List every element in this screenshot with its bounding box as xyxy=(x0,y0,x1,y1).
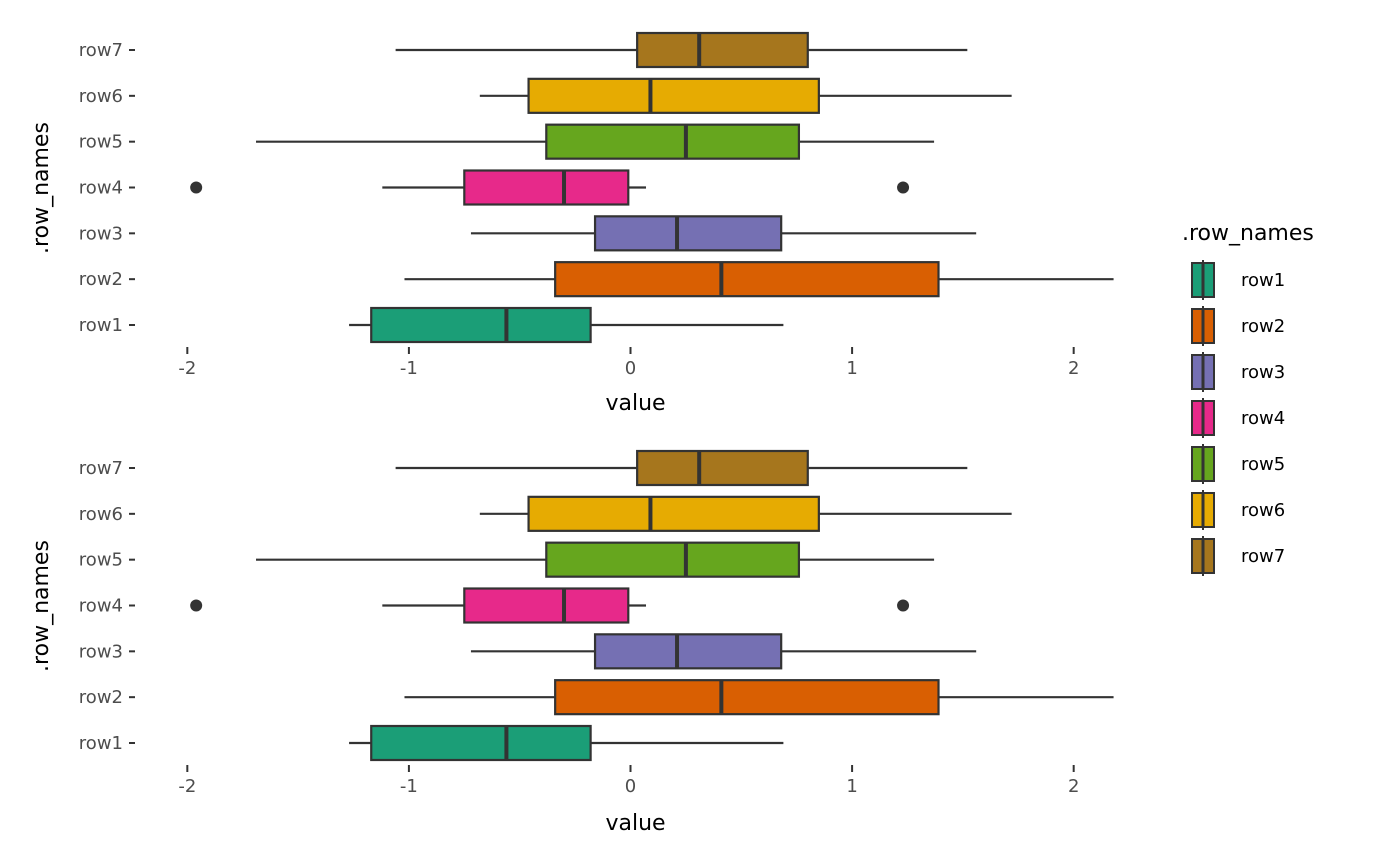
y-axis-title: .row_names xyxy=(29,540,54,672)
x-tick-label-0: 0 xyxy=(625,776,636,797)
x-tick-label--1: -1 xyxy=(400,776,418,797)
x-tick-label--2: -2 xyxy=(178,776,196,797)
legend: .row_names row1 row2 row3 row4 row5 row6 row7 xyxy=(1182,221,1314,576)
box-iqr-row7 xyxy=(636,449,809,487)
legend-label-row6: row6 xyxy=(1241,500,1285,521)
y-tick-label-row3: row3 xyxy=(79,641,123,662)
y-tick-label-row2: row2 xyxy=(79,687,123,708)
box-row1 xyxy=(349,306,784,344)
y-tick-label-row6: row6 xyxy=(79,504,123,525)
box-row3 xyxy=(470,633,977,670)
box-row4 xyxy=(190,587,910,624)
x-tick-label-2: 2 xyxy=(1068,776,1079,797)
legend-label-row4: row4 xyxy=(1241,408,1285,429)
box-iqr-row3 xyxy=(593,633,783,670)
bottom-boxplot-panel: row1 row2 row3 row4 row5 row6 row7 -2 -1 0 1 2 value… xyxy=(29,449,1114,836)
y-tick-label-row6: row6 xyxy=(79,86,123,107)
box-iqr-row7 xyxy=(636,31,809,69)
x-tick-label-0: 0 xyxy=(625,358,636,379)
legend-label-row3: row3 xyxy=(1241,362,1285,383)
box-iqr-row1 xyxy=(370,724,592,762)
box-iqr-row3 xyxy=(593,215,783,252)
y-tick-label-row2: row2 xyxy=(79,269,123,290)
y-axis-title: .row_names xyxy=(29,122,54,254)
box-row2 xyxy=(404,679,1114,716)
outlier-row4-0 xyxy=(190,181,203,194)
box-iqr-row4 xyxy=(463,169,630,206)
legend-key-row4 xyxy=(1191,398,1215,438)
outlier-row4-1 xyxy=(897,181,910,194)
y-tick-label-row3: row3 xyxy=(79,223,123,244)
box-iqr-row5 xyxy=(545,541,801,578)
box-iqr-row2 xyxy=(554,261,940,298)
y-tick-label-row4: row4 xyxy=(79,178,123,199)
y-tick-label-row5: row5 xyxy=(79,132,123,153)
x-tick-label--1: -1 xyxy=(400,358,418,379)
y-tick-label-row4: row4 xyxy=(79,596,123,617)
legend-label-row5: row5 xyxy=(1241,454,1285,475)
box-iqr-row1 xyxy=(370,306,592,344)
legend-title: .row_names xyxy=(1182,221,1314,246)
legend-key-row6 xyxy=(1191,490,1215,530)
legend-label-row1: row1 xyxy=(1241,270,1285,291)
box-row7 xyxy=(395,31,968,69)
box-iqr-row6 xyxy=(527,77,820,114)
y-tick-label-row5: row5 xyxy=(79,550,123,571)
box-row5 xyxy=(256,541,935,578)
x-tick-label--2: -2 xyxy=(178,358,196,379)
box-row7 xyxy=(395,449,968,487)
box-row4 xyxy=(190,169,910,206)
y-tick-label-row1: row1 xyxy=(79,315,123,336)
box-row6 xyxy=(479,77,1012,114)
legend-key-row5 xyxy=(1191,444,1215,484)
x-tick-label-1: 1 xyxy=(846,776,857,797)
legend-label-row2: row2 xyxy=(1241,316,1285,337)
x-axis-title: value xyxy=(605,811,665,836)
outlier-row4-1 xyxy=(897,599,910,612)
box-iqr-row6 xyxy=(527,495,820,532)
box-iqr-row4 xyxy=(463,587,630,624)
y-tick-label-row1: row1 xyxy=(79,733,123,754)
legend-key-row1 xyxy=(1191,260,1215,300)
top-boxplot-panel: row1 row2 row3 row4 row5 row6 row7 -2 -1 0 1 2 value… xyxy=(29,31,1114,416)
legend-key-row3 xyxy=(1191,352,1215,392)
box-row3 xyxy=(470,215,977,252)
box-row2 xyxy=(404,261,1114,298)
box-iqr-row5 xyxy=(545,123,801,160)
box-row6 xyxy=(479,495,1012,532)
y-tick-label-row7: row7 xyxy=(79,40,123,61)
box-row1 xyxy=(349,724,784,762)
box-iqr-row2 xyxy=(554,679,940,716)
x-axis-title: value xyxy=(605,391,665,416)
x-tick-label-2: 2 xyxy=(1068,358,1079,379)
legend-key-row2 xyxy=(1191,306,1215,346)
legend-label-row7: row7 xyxy=(1241,546,1285,567)
y-tick-label-row7: row7 xyxy=(79,458,123,479)
legend-key-row7 xyxy=(1191,536,1215,576)
x-tick-label-1: 1 xyxy=(846,358,857,379)
box-row5 xyxy=(256,123,935,160)
outlier-row4-0 xyxy=(190,599,203,612)
